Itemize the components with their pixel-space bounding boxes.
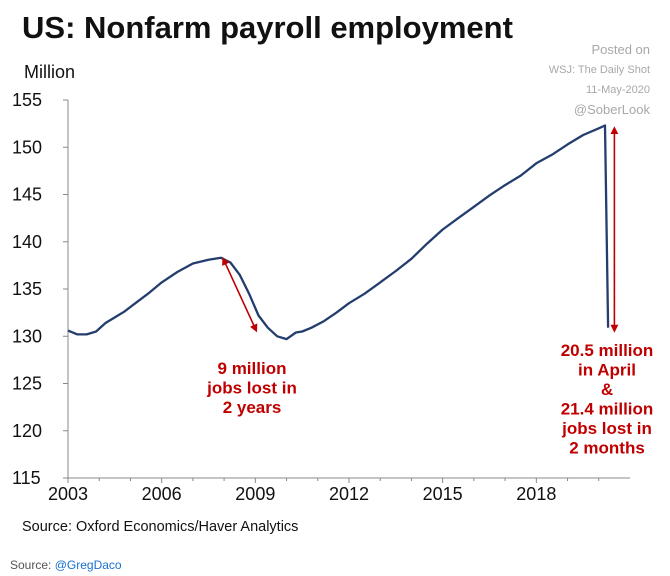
chart-frame: US: Nonfarm payroll employment Million P… [12,10,654,535]
chart-title: US: Nonfarm payroll employment [22,10,513,45]
source-line: Source: Oxford Economics/Haver Analytics [22,519,299,535]
x-tick-label: 2012 [329,484,369,504]
posted-line-1: Posted on [591,42,650,57]
annotation-covid-2020-text: & [601,380,613,399]
annotation-2008-recession-text: 9 million [218,359,287,378]
annotation-covid-2020-text: jobs lost in [561,419,652,438]
annotation-2008-recession-arrow [222,257,258,333]
y-tick-label: 120 [12,421,42,441]
y-tick-label: 155 [12,90,42,110]
credit-prefix: Source: [10,558,55,572]
x-tick-label: 2006 [142,484,182,504]
y-tick-label: 135 [12,279,42,299]
y-tick-label: 150 [12,137,42,157]
y-tick-label: 115 [12,468,41,488]
y-tick-label: 145 [12,185,42,205]
x-tick-label: 2003 [48,484,88,504]
credit-handle-link[interactable]: @GregDaco [54,558,122,572]
x-tick-label: 2009 [235,484,275,504]
payroll-series-line [67,124,610,341]
annotation-covid-2020-text: in April [578,361,636,380]
x-tick-label: 2015 [423,484,463,504]
watermark-posted: Posted on WSJ: The Daily Shot 11-May-202… [549,40,650,120]
y-tick-label: 140 [12,232,42,252]
annotation-covid-2020-text: 2 months [569,439,645,458]
annotation-2008-recession-text: jobs lost in [206,379,297,398]
annotation-covid-2020-text: 20.5 million [561,341,654,360]
y-axis-label: Million [24,62,76,82]
annotation-covid-2020-text: 21.4 million [561,400,654,419]
posted-line-3: 11-May-2020 [586,84,650,96]
y-tick-label: 125 [12,374,42,394]
annotation-2008-recession-text: 2 years [223,398,282,417]
x-tick-label: 2018 [516,484,556,504]
posted-line-2: WSJ: The Daily Shot [548,64,650,76]
credit-line: Source: @GregDaco [10,558,122,572]
y-tick-label: 130 [12,326,42,346]
posted-line-4: @SoberLook [573,102,650,117]
chart-svg: 155 150 145 140 135 130 125 120 115 2003 2006 2009 2… [12,90,654,504]
